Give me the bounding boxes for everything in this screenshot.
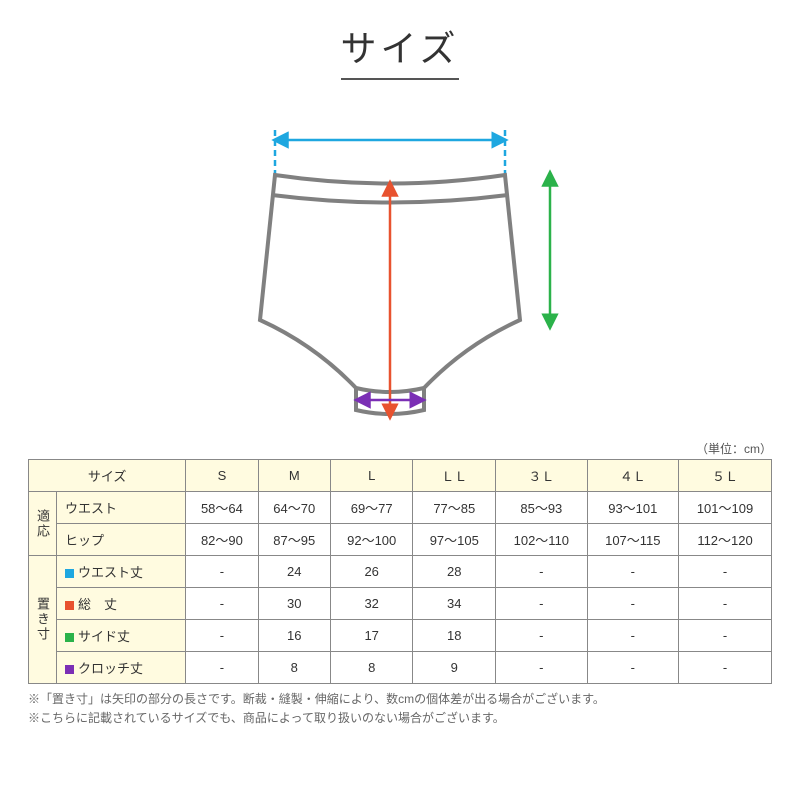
table-row: ヒップ82～9087～9592～10097～105102～110107～1151… bbox=[29, 524, 772, 556]
cell: - bbox=[496, 620, 587, 652]
cell: 93～101 bbox=[587, 492, 678, 524]
th-col: ＬＬ bbox=[413, 460, 496, 492]
row-label: ヒップ bbox=[57, 524, 186, 556]
cell: - bbox=[679, 652, 772, 684]
cell: 92～100 bbox=[330, 524, 413, 556]
cell: - bbox=[496, 652, 587, 684]
cell: - bbox=[496, 588, 587, 620]
th-col: L bbox=[330, 460, 413, 492]
cell: 102～110 bbox=[496, 524, 587, 556]
row-label: サイド丈 bbox=[57, 620, 186, 652]
th-col: M bbox=[258, 460, 330, 492]
page-title: サイズ bbox=[341, 20, 460, 80]
size-table: サイズSMLＬＬ３Ｌ４Ｌ５Ｌ適応ウエスト58～6464～7069～7777～85… bbox=[28, 459, 772, 684]
unit-label: （単位：cm） bbox=[0, 440, 800, 459]
table-row: 総 丈-303234--- bbox=[29, 588, 772, 620]
cell: 18 bbox=[413, 620, 496, 652]
row-label: ウエスト bbox=[57, 492, 186, 524]
cell: 69～77 bbox=[330, 492, 413, 524]
table-row: 置き寸ウエスト丈-242628--- bbox=[29, 556, 772, 588]
cell: - bbox=[186, 620, 258, 652]
cell: 97～105 bbox=[413, 524, 496, 556]
row-label: ウエスト丈 bbox=[57, 556, 186, 588]
notes: ※「置き寸」は矢印の部分の長さです。断裁・縫製・伸縮により、数cmの個体差が出る… bbox=[0, 684, 800, 728]
cell: - bbox=[679, 588, 772, 620]
th-col: ５Ｌ bbox=[679, 460, 772, 492]
cell: - bbox=[679, 556, 772, 588]
cell: - bbox=[186, 588, 258, 620]
cell: 77～85 bbox=[413, 492, 496, 524]
cell: - bbox=[679, 620, 772, 652]
th-size: サイズ bbox=[29, 460, 186, 492]
size-diagram bbox=[180, 100, 620, 440]
cell: - bbox=[186, 556, 258, 588]
cell: 8 bbox=[330, 652, 413, 684]
cell: 17 bbox=[330, 620, 413, 652]
row-label: クロッチ丈 bbox=[57, 652, 186, 684]
th-col: ４Ｌ bbox=[587, 460, 678, 492]
legend-marker bbox=[65, 665, 74, 674]
cell: 16 bbox=[258, 620, 330, 652]
cell: 9 bbox=[413, 652, 496, 684]
legend-marker bbox=[65, 601, 74, 610]
cell: 34 bbox=[413, 588, 496, 620]
row-label: 総 丈 bbox=[57, 588, 186, 620]
cell: - bbox=[587, 620, 678, 652]
cell: 8 bbox=[258, 652, 330, 684]
cell: 101～109 bbox=[679, 492, 772, 524]
cell: - bbox=[496, 556, 587, 588]
cell: 32 bbox=[330, 588, 413, 620]
cell: 112～120 bbox=[679, 524, 772, 556]
cell: - bbox=[186, 652, 258, 684]
table-row: クロッチ丈-889--- bbox=[29, 652, 772, 684]
legend-marker bbox=[65, 569, 74, 578]
table-row: サイド丈-161718--- bbox=[29, 620, 772, 652]
th-col: S bbox=[186, 460, 258, 492]
cell: - bbox=[587, 652, 678, 684]
row-group: 置き寸 bbox=[29, 556, 57, 684]
note-line: ※こちらに記載されているサイズでも、商品によって取り扱いのない場合がございます。 bbox=[28, 709, 772, 728]
cell: - bbox=[587, 588, 678, 620]
cell: - bbox=[587, 556, 678, 588]
cell: 26 bbox=[330, 556, 413, 588]
table-row: 適応ウエスト58～6464～7069～7777～8585～9393～101101… bbox=[29, 492, 772, 524]
cell: 30 bbox=[258, 588, 330, 620]
cell: 24 bbox=[258, 556, 330, 588]
cell: 87～95 bbox=[258, 524, 330, 556]
cell: 85～93 bbox=[496, 492, 587, 524]
note-line: ※「置き寸」は矢印の部分の長さです。断裁・縫製・伸縮により、数cmの個体差が出る… bbox=[28, 690, 772, 709]
cell: 58～64 bbox=[186, 492, 258, 524]
row-group: 適応 bbox=[29, 492, 57, 556]
legend-marker bbox=[65, 633, 74, 642]
cell: 64～70 bbox=[258, 492, 330, 524]
th-col: ３Ｌ bbox=[496, 460, 587, 492]
cell: 82～90 bbox=[186, 524, 258, 556]
title-wrap: サイズ bbox=[0, 0, 800, 80]
cell: 28 bbox=[413, 556, 496, 588]
cell: 107～115 bbox=[587, 524, 678, 556]
